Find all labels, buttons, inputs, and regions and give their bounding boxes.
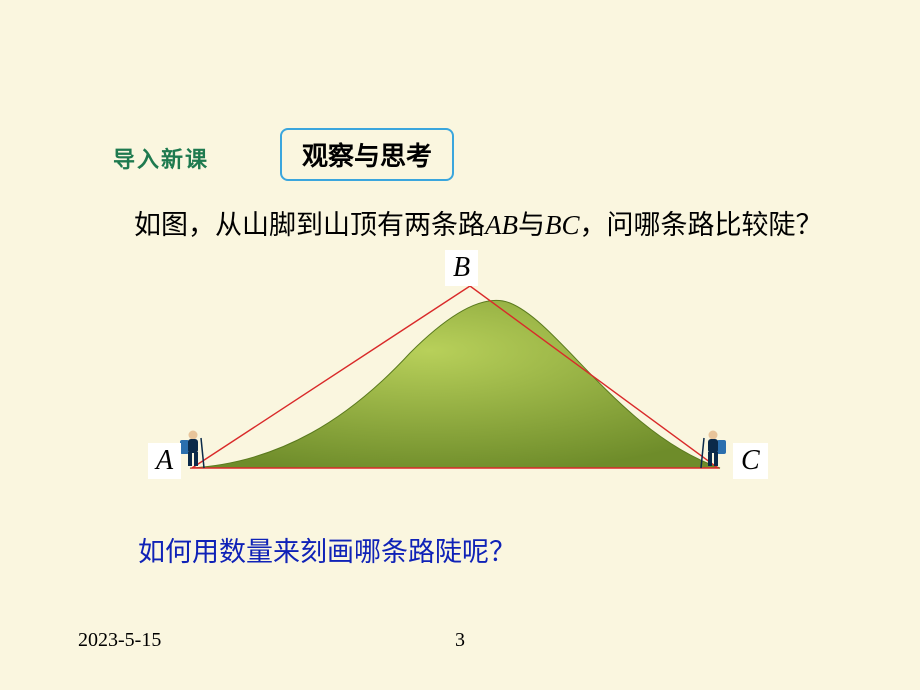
question-text: 如何用数量来刻画哪条路陡呢？ xyxy=(138,530,516,569)
footer-date: 2023-5-15 xyxy=(78,629,161,652)
body-mid: 与 xyxy=(518,210,545,240)
vertex-c-label: C xyxy=(733,443,768,479)
body-pre: 如图，从山脚到山顶有两条路 xyxy=(134,210,485,240)
vertex-a-label: A xyxy=(148,443,181,479)
mountain-shape xyxy=(190,300,720,468)
callout-box: 观察与思考 xyxy=(280,128,454,181)
path-ab: AB xyxy=(485,210,518,240)
path-bc: BC xyxy=(545,210,580,240)
vertex-b-label: B xyxy=(445,250,478,286)
slide: 导入新课 观察与思考 如图，从山脚到山顶有两条路AB与BC，问哪条路比较陡？ xyxy=(0,0,920,690)
footer-page-number: 3 xyxy=(455,629,465,652)
mountain-diagram: A B C xyxy=(160,268,780,483)
diagram-svg xyxy=(160,268,780,483)
section-label: 导入新课 xyxy=(113,142,209,174)
body-post: ，问哪条路比较陡？ xyxy=(580,210,823,240)
body-text: 如图，从山脚到山顶有两条路AB与BC，问哪条路比较陡？ xyxy=(80,200,860,251)
hiker-right-icon xyxy=(700,428,730,470)
